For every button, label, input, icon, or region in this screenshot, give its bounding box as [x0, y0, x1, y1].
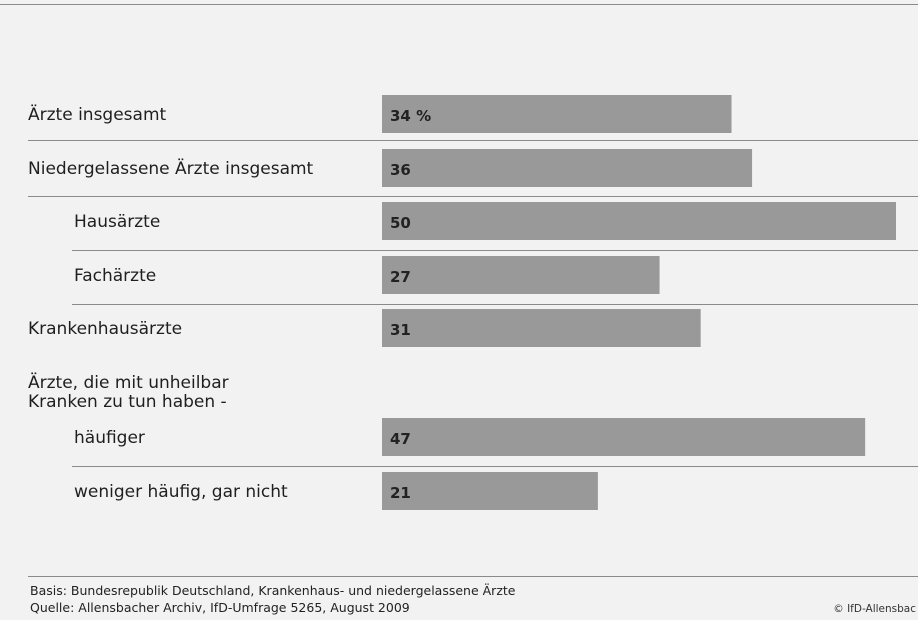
group-header-line-2: Kranken zu tun haben - [28, 392, 227, 412]
category-label-3: Hausärzte [74, 212, 160, 232]
bar-3 [382, 202, 896, 240]
category-label-2: Niedergelassene Ärzte insgesamt [28, 158, 314, 179]
bar-7 [382, 472, 598, 510]
footer-basis: Basis: Bundesrepublik Deutschland, Krank… [30, 583, 516, 598]
value-label-1: 34 % [390, 107, 431, 125]
bar-chart: 34 % Ärzte insgesamt 36 Niedergelassene Ärz… [28, 95, 918, 510]
group-header-line-1: Ärzte, die mit unheilbar [28, 372, 229, 393]
value-label-3: 50 [390, 214, 411, 232]
value-label-4: 27 [390, 268, 411, 286]
category-label-6: häufiger [74, 428, 145, 448]
bar-2 [382, 149, 753, 187]
category-label-1: Ärzte insgesamt [28, 104, 167, 125]
top-rule [0, 4, 918, 5]
category-label-7: weniger häufig, gar nicht [74, 482, 288, 502]
footer-source: Quelle: Allensbacher Archiv, IfD-Umfrage… [30, 600, 410, 615]
footer-copyright: © IfD-Allensbac [833, 603, 916, 615]
bar-1 [382, 95, 732, 133]
bar-5 [382, 309, 701, 347]
category-label-4: Fachärzte [74, 266, 156, 286]
value-label-2: 36 [390, 161, 411, 179]
value-label-7: 21 [390, 484, 411, 502]
footer-rule [28, 576, 918, 577]
bar-4 [382, 256, 660, 294]
value-label-5: 31 [390, 321, 411, 339]
value-label-6: 47 [390, 430, 411, 448]
bar-6 [382, 418, 866, 456]
category-label-5: Krankenhausärzte [28, 319, 182, 339]
